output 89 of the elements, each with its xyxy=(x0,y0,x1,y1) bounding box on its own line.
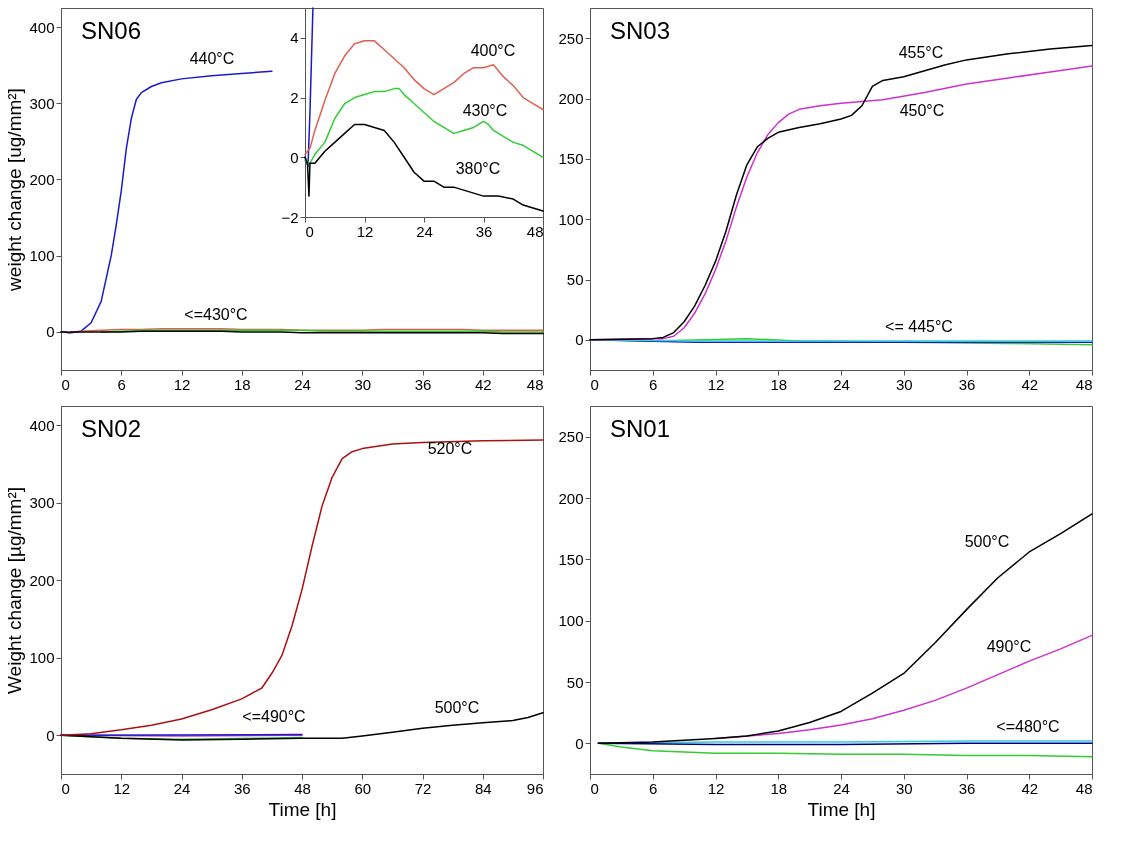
y-axis-title: weight change [ug/mm²] xyxy=(4,88,26,292)
y-tick-label: 400 xyxy=(29,18,55,36)
x-tick-label: 0 xyxy=(590,779,599,797)
x-tick-label: 36 xyxy=(958,375,976,393)
chart-title: SN06 xyxy=(81,17,142,44)
y-tick-label: 200 xyxy=(558,489,584,507)
y-tick-label: 200 xyxy=(558,90,584,107)
x-tick-label: 36 xyxy=(475,222,493,240)
y-tick-label: 0 xyxy=(575,331,584,349)
x-tick-label: 42 xyxy=(1021,779,1039,797)
y-tick-label: 150 xyxy=(558,550,584,568)
y-axis-title: Weight change [µg/mm²] xyxy=(4,486,26,695)
annotation: 440°C xyxy=(189,50,235,67)
y-tick-label: 100 xyxy=(29,649,55,667)
y-tick-label: 300 xyxy=(29,94,55,112)
x-tick-label: 42 xyxy=(1021,375,1039,393)
annotation: 450°C xyxy=(899,102,945,119)
x-tick-label: 24 xyxy=(416,222,433,240)
y-tick-label: 50 xyxy=(566,673,584,691)
y-tick-label: 200 xyxy=(29,170,55,188)
x-tick-label: 30 xyxy=(895,375,913,393)
x-tick-label: 12 xyxy=(113,779,131,797)
annotation: 520°C xyxy=(427,440,473,457)
x-tick-label: 24 xyxy=(833,375,850,393)
annotation: 500°C xyxy=(964,533,1010,550)
x-tick-label: 0 xyxy=(61,375,70,393)
y-tick-label: 250 xyxy=(558,29,584,47)
x-tick-label: 24 xyxy=(294,375,311,393)
y-tick-label: 400 xyxy=(29,416,55,434)
annotation: 490°C xyxy=(986,638,1032,655)
x-tick-label: 48 xyxy=(1075,779,1093,797)
annotation: <=480°C xyxy=(996,718,1060,735)
annotation: 430°C xyxy=(462,102,508,119)
y-tick-label: 100 xyxy=(558,612,584,630)
x-tick-label: 30 xyxy=(354,375,372,393)
y-tick-label: −2 xyxy=(281,208,299,226)
x-tick-label: 48 xyxy=(526,222,544,240)
x-tick-label: 36 xyxy=(233,779,251,797)
x-tick-label: 6 xyxy=(649,779,658,797)
chart-title: SN01 xyxy=(610,415,671,442)
annotation: 500°C xyxy=(434,699,480,716)
x-tick-label: 84 xyxy=(474,779,492,797)
y-tick-label: 200 xyxy=(29,571,55,589)
y-tick-label: 50 xyxy=(566,271,584,288)
y-tick-label: 2 xyxy=(290,89,299,107)
x-axis-title: Time [h] xyxy=(268,798,337,820)
annotation: 455°C xyxy=(898,44,944,61)
x-tick-label: 72 xyxy=(414,779,432,797)
x-tick-label: 36 xyxy=(958,779,976,797)
x-tick-label: 18 xyxy=(770,375,788,393)
x-tick-label: 48 xyxy=(1075,375,1093,393)
annotation: 400°C xyxy=(470,42,516,59)
x-tick-label: 48 xyxy=(294,779,311,797)
y-tick-label: 0 xyxy=(46,726,55,744)
x-tick-label: 30 xyxy=(895,779,913,797)
x-tick-label: 48 xyxy=(526,375,544,393)
x-tick-label: 12 xyxy=(707,779,725,797)
y-tick-label: 100 xyxy=(558,210,584,228)
x-tick-label: 96 xyxy=(526,779,544,797)
y-tick-label: 0 xyxy=(575,734,584,752)
y-tick-label: 0 xyxy=(290,148,299,166)
annotation: 380°C xyxy=(455,160,501,177)
chart-title: SN02 xyxy=(81,415,142,442)
x-tick-label: 24 xyxy=(833,779,850,797)
x-axis-title: Time [h] xyxy=(807,798,876,820)
y-tick-label: 150 xyxy=(558,150,584,168)
x-tick-label: 0 xyxy=(305,222,314,240)
y-tick-label: 100 xyxy=(29,247,55,265)
x-tick-label: 12 xyxy=(707,375,725,393)
x-tick-label: 60 xyxy=(354,779,372,797)
chart-title: SN03 xyxy=(610,17,671,44)
x-tick-label: 6 xyxy=(117,375,126,393)
y-tick-label: 250 xyxy=(558,428,584,446)
y-tick-label: 300 xyxy=(29,494,55,512)
x-tick-label: 18 xyxy=(770,779,788,797)
x-tick-label: 12 xyxy=(356,222,374,240)
y-tick-label: 0 xyxy=(46,323,55,341)
x-tick-label: 0 xyxy=(590,375,599,393)
x-tick-label: 0 xyxy=(61,779,70,797)
x-tick-label: 12 xyxy=(173,375,191,393)
x-tick-label: 42 xyxy=(474,375,492,393)
x-tick-label: 36 xyxy=(414,375,432,393)
annotation: <=490°C xyxy=(242,708,306,725)
x-tick-label: 18 xyxy=(233,375,251,393)
x-tick-label: 6 xyxy=(649,375,658,393)
annotation: <=430°C xyxy=(184,306,248,323)
x-tick-label: 24 xyxy=(173,779,191,797)
y-tick-label: 4 xyxy=(290,29,299,47)
annotation: <= 445°C xyxy=(885,318,953,335)
